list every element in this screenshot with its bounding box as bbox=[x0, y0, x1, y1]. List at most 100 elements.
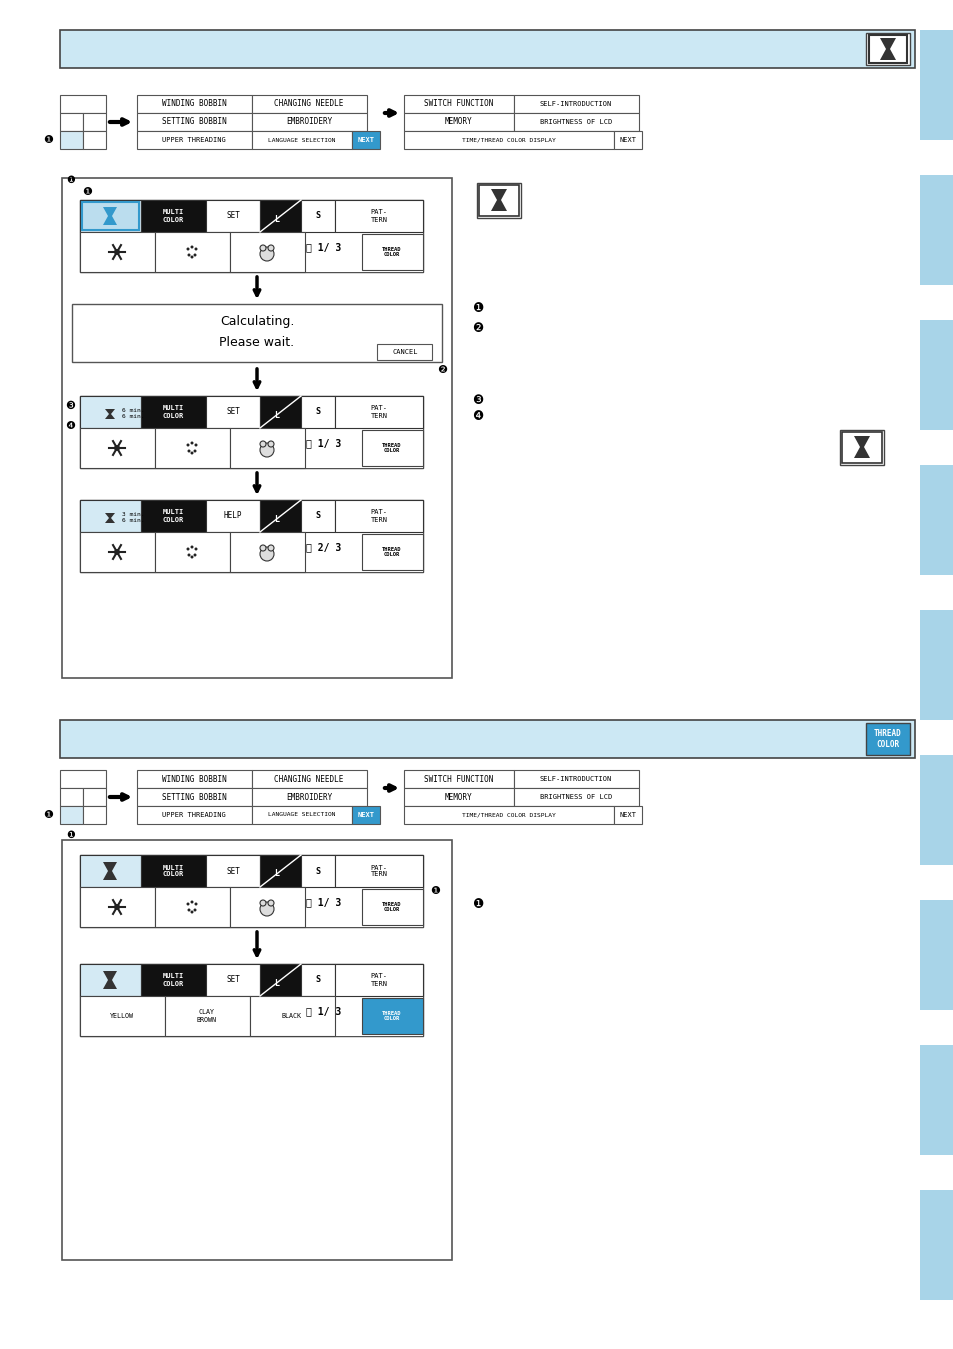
Bar bbox=[83, 113, 106, 131]
Bar bbox=[137, 131, 252, 148]
Bar bbox=[83, 131, 106, 148]
Bar bbox=[260, 200, 301, 232]
Bar bbox=[230, 888, 305, 927]
Text: Calculating.: Calculating. bbox=[219, 316, 294, 329]
Text: CHANGING NEEDLE: CHANGING NEEDLE bbox=[274, 100, 343, 108]
Text: MULTI
COLOR: MULTI COLOR bbox=[162, 865, 183, 877]
Bar bbox=[80, 965, 422, 1036]
Bar bbox=[252, 113, 367, 131]
Bar bbox=[376, 344, 432, 360]
Bar bbox=[60, 788, 83, 805]
Text: MEMORY: MEMORY bbox=[445, 117, 473, 127]
Bar bbox=[252, 805, 352, 824]
Bar bbox=[80, 500, 141, 532]
Circle shape bbox=[113, 250, 120, 255]
Text: THREAD
COLOR: THREAD COLOR bbox=[382, 247, 401, 258]
Circle shape bbox=[113, 904, 120, 911]
Text: L: L bbox=[274, 214, 279, 224]
Text: BRIGHTNESS OF LCD: BRIGHTNESS OF LCD bbox=[539, 795, 612, 800]
Polygon shape bbox=[853, 436, 869, 459]
Text: ❹: ❹ bbox=[65, 421, 75, 430]
Text: BLACK: BLACK bbox=[282, 1013, 302, 1018]
Bar bbox=[919, 900, 953, 1010]
Circle shape bbox=[194, 247, 197, 251]
Text: L: L bbox=[274, 514, 279, 523]
Bar bbox=[83, 805, 106, 824]
Bar bbox=[206, 397, 260, 428]
Text: S: S bbox=[315, 407, 320, 417]
Text: PAT-
TERN: PAT- TERN bbox=[370, 974, 387, 986]
Circle shape bbox=[191, 246, 193, 248]
Bar bbox=[141, 500, 206, 532]
Bar bbox=[154, 888, 230, 927]
Text: THREAD
COLOR: THREAD COLOR bbox=[382, 442, 401, 453]
Text: 6 min.: 6 min. bbox=[122, 407, 144, 413]
Polygon shape bbox=[103, 206, 117, 225]
Text: LANGUAGE SELECTION: LANGUAGE SELECTION bbox=[268, 138, 335, 143]
Polygon shape bbox=[105, 409, 115, 420]
Bar bbox=[83, 788, 106, 805]
Bar bbox=[141, 965, 206, 996]
Text: SWITCH FUNCTION: SWITCH FUNCTION bbox=[424, 774, 493, 784]
Text: 言 1/ 3: 言 1/ 3 bbox=[306, 897, 341, 907]
Text: PAT-
TERN: PAT- TERN bbox=[370, 209, 387, 223]
Circle shape bbox=[260, 442, 274, 457]
Bar bbox=[403, 113, 514, 131]
Bar bbox=[476, 183, 520, 219]
Circle shape bbox=[193, 449, 196, 452]
Bar bbox=[260, 965, 301, 996]
Text: S: S bbox=[315, 511, 320, 521]
Text: ❶: ❶ bbox=[43, 809, 53, 820]
Text: PAT-
TERN: PAT- TERN bbox=[370, 510, 387, 522]
Text: SET: SET bbox=[226, 975, 240, 985]
Text: L: L bbox=[274, 978, 279, 987]
Text: ❶: ❶ bbox=[67, 175, 75, 185]
Text: NEXT: NEXT bbox=[618, 138, 636, 143]
Bar bbox=[403, 805, 614, 824]
Bar bbox=[478, 185, 518, 216]
Bar bbox=[80, 428, 422, 468]
Text: THREAD
COLOR: THREAD COLOR bbox=[382, 1010, 401, 1021]
Bar bbox=[919, 755, 953, 865]
Circle shape bbox=[268, 545, 274, 550]
Bar bbox=[514, 770, 639, 788]
Bar bbox=[80, 200, 141, 232]
Circle shape bbox=[191, 452, 193, 455]
Bar bbox=[137, 94, 252, 113]
Bar bbox=[206, 855, 260, 888]
Bar bbox=[260, 855, 301, 888]
Circle shape bbox=[191, 441, 193, 445]
Text: MULTI
COLOR: MULTI COLOR bbox=[162, 510, 183, 522]
Text: UPPER THREADING: UPPER THREADING bbox=[162, 138, 226, 143]
Bar bbox=[514, 788, 639, 805]
Text: ❷: ❷ bbox=[436, 366, 447, 375]
Bar bbox=[252, 94, 367, 113]
Circle shape bbox=[191, 901, 193, 904]
Bar bbox=[80, 532, 154, 572]
Text: NEXT: NEXT bbox=[357, 812, 375, 817]
Bar bbox=[137, 788, 252, 805]
Circle shape bbox=[194, 902, 197, 905]
Text: ❶: ❶ bbox=[67, 830, 75, 840]
Bar bbox=[919, 320, 953, 430]
Bar bbox=[301, 397, 335, 428]
Text: ❶: ❶ bbox=[430, 886, 439, 896]
Bar bbox=[361, 998, 422, 1033]
Circle shape bbox=[268, 900, 274, 907]
Circle shape bbox=[268, 246, 274, 251]
Bar bbox=[71, 304, 441, 362]
Bar bbox=[403, 131, 614, 148]
Bar bbox=[919, 610, 953, 720]
Text: L: L bbox=[274, 870, 279, 878]
Text: UPPER THREADING: UPPER THREADING bbox=[162, 812, 226, 817]
Bar bbox=[62, 840, 452, 1260]
Text: ❶: ❶ bbox=[472, 302, 483, 316]
Bar bbox=[206, 500, 260, 532]
Text: NEXT: NEXT bbox=[618, 812, 636, 817]
Text: MEMORY: MEMORY bbox=[445, 792, 473, 801]
Polygon shape bbox=[103, 862, 117, 880]
Bar bbox=[865, 32, 909, 65]
Bar bbox=[80, 996, 422, 1036]
Bar bbox=[230, 232, 305, 272]
Bar bbox=[250, 996, 335, 1036]
